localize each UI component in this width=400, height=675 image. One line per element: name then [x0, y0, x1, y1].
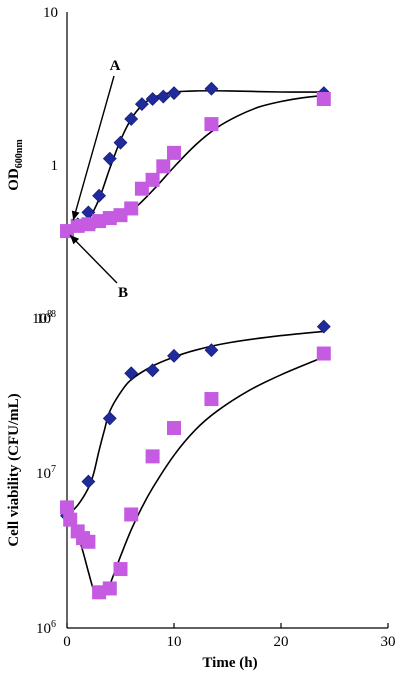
top-square-marker-4 [102, 211, 117, 226]
top-square-marker-0 [60, 224, 74, 239]
annotation-b-arrow-head [70, 235, 80, 245]
x-tick-label-30: 30 [381, 634, 396, 650]
bottom-diamond-marker-1 [81, 474, 96, 489]
bottom-diamond-marker-5 [167, 348, 181, 363]
bottom-square-marker-8 [124, 507, 139, 522]
top-diamond-marker-4 [102, 151, 117, 166]
top-square-marker-10 [167, 145, 181, 160]
top-data-markers [60, 81, 331, 239]
top-square-marker-7 [134, 181, 149, 196]
top-square-marker-11 [204, 117, 219, 132]
bottom-square-marker-7 [113, 562, 128, 577]
bottom-diamond-marker-3 [124, 366, 139, 381]
bottom-y-tick-label-1e8: 108 [36, 309, 56, 327]
bottom-x-ticks [66, 623, 389, 628]
bottom-square-marker-1 [63, 512, 78, 527]
annotation-a-arrow-line [72, 75, 115, 221]
bottom-square-marker-11 [204, 392, 219, 407]
annotation-b-label: B [118, 285, 128, 301]
x-tick-label-10: 10 [167, 634, 182, 650]
bottom-fit-curve-a [66, 330, 324, 517]
x-tick-label-20: 20 [274, 634, 289, 650]
bottom-fit-curves [66, 330, 325, 599]
top-diamond-marker-6 [124, 112, 139, 126]
cell-viability-panel: 108 107 106 0 10 20 30 Time (h) Cell via… [6, 309, 396, 671]
bottom-y-tick-label-1e7: 107 [36, 464, 56, 482]
bottom-fit-curve-b [66, 356, 325, 599]
bottom-diamond-marker-7 [316, 319, 331, 334]
top-square-marker-5 [113, 208, 128, 223]
od600-growth-panel: 10 1 108 OD600nm A B [6, 5, 331, 327]
top-square-marker-8 [145, 172, 160, 187]
top-square-marker-9 [156, 159, 171, 174]
bottom-diamond-marker-6 [204, 343, 219, 358]
annotation-a-label: A [110, 58, 121, 74]
top-diamond-marker-7 [134, 97, 149, 112]
top-diamond-marker-5 [113, 135, 128, 150]
top-y-tick-label-10: 10 [43, 5, 58, 21]
top-square-marker-2 [81, 217, 96, 232]
bottom-square-marker-5 [92, 585, 107, 600]
bottom-square-marker-4 [81, 534, 96, 549]
top-diamond-marker-3 [92, 188, 107, 203]
bottom-y-axis-title: Cell viability (CFU/mL) [6, 393, 22, 546]
x-tick-label-0: 0 [63, 634, 71, 650]
bottom-diamond-marker-2 [102, 411, 117, 426]
top-square-marker-3 [92, 214, 107, 229]
annotation-a-arrow-head [71, 210, 80, 221]
top-diamond-marker-9 [156, 89, 171, 104]
annotation-b-arrow-line [69, 234, 118, 284]
bottom-square-marker-12 [316, 346, 331, 361]
top-diamond-marker-11 [204, 81, 219, 96]
top-square-marker-6 [124, 201, 139, 216]
bottom-square-marker-6 [102, 581, 117, 596]
top-y-tick-label-bottom: 108 [32, 309, 52, 327]
top-y-axis-title: OD600nm [6, 139, 25, 191]
top-square-marker-12 [316, 92, 331, 107]
bottom-square-marker-0 [60, 500, 74, 515]
bottom-y-tick-label-1e6: 106 [36, 619, 56, 637]
top-diamond-marker-10 [167, 86, 181, 101]
top-annotation-arrows [69, 75, 118, 284]
bottom-square-marker-9 [145, 449, 160, 464]
x-axis-title: Time (h) [202, 655, 257, 671]
bottom-square-marker-10 [167, 421, 181, 436]
top-square-marker-1 [70, 218, 85, 233]
bottom-diamond-marker-4 [145, 363, 160, 378]
top-y-tick-label-1: 1 [51, 158, 59, 174]
bottom-data-markers [60, 319, 331, 600]
